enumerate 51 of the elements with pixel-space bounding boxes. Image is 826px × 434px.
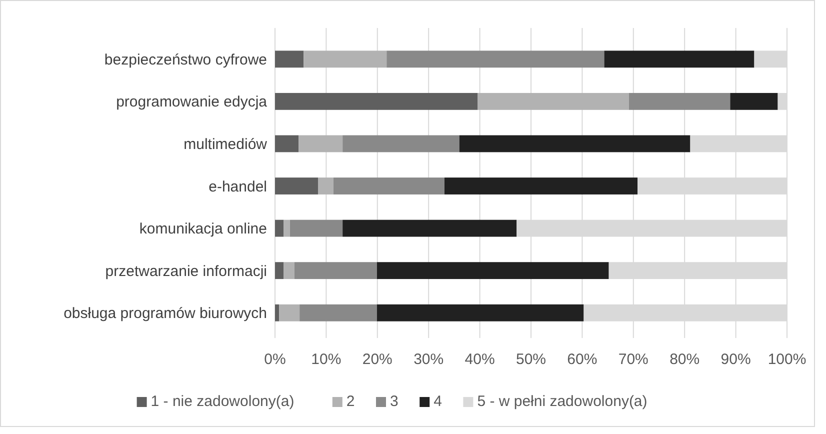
x-tick-label: 40% — [464, 351, 495, 368]
legend-label: 1 - nie zadowolony(a) — [150, 393, 294, 410]
legend-label: 2 — [346, 393, 355, 410]
bar — [294, 262, 377, 280]
x-tick-label: 90% — [720, 351, 751, 368]
bar — [333, 178, 444, 194]
bar — [279, 304, 300, 322]
bar — [304, 50, 387, 68]
bar — [318, 178, 334, 194]
x-tick-label: 10% — [311, 351, 342, 368]
bar — [275, 220, 284, 237]
x-tick-label: 0% — [264, 351, 286, 368]
bar — [628, 92, 730, 110]
bar — [478, 92, 629, 110]
y-tick-label: komunikacja online — [139, 220, 267, 238]
bar — [342, 135, 460, 152]
bar — [604, 50, 754, 68]
x-tick-label: 50% — [516, 351, 546, 368]
y-tick-label: obsługa programów biurowych — [64, 305, 267, 322]
bar — [376, 262, 609, 280]
x-tick-label: 20% — [362, 351, 392, 368]
x-tick-label: 100% — [768, 351, 806, 368]
bar — [275, 135, 299, 152]
bar — [386, 50, 604, 68]
x-tick-label: 30% — [414, 351, 444, 368]
x-tick-label: 60% — [567, 351, 598, 368]
x-tick-label: 80% — [670, 351, 700, 368]
bar — [730, 92, 778, 110]
bar — [459, 135, 690, 152]
legend-label: 4 — [434, 393, 442, 410]
x-tick-label: 70% — [618, 351, 648, 368]
y-tick-label: programowanie edycja — [116, 94, 268, 111]
bar — [275, 92, 478, 110]
bar — [342, 220, 517, 237]
bar — [298, 135, 343, 152]
bar — [284, 220, 290, 237]
legend-label: 3 — [390, 393, 398, 410]
bar — [284, 262, 294, 280]
bar — [275, 178, 318, 194]
y-tick-label: e-handel — [208, 178, 267, 196]
y-tick-label: multimediów — [184, 136, 268, 153]
bar — [376, 304, 584, 322]
bar — [275, 304, 280, 322]
y-tick-label: przetwarzanie informacji — [105, 262, 267, 280]
legend-label: 5 - w pełni zadowolony(a) — [477, 393, 648, 410]
bar — [290, 220, 343, 237]
bar — [275, 262, 284, 280]
bar — [444, 178, 638, 194]
bar — [275, 50, 304, 68]
y-tick-label: bezpieczeństwo cyfrowe — [104, 51, 267, 68]
bar — [300, 304, 377, 322]
